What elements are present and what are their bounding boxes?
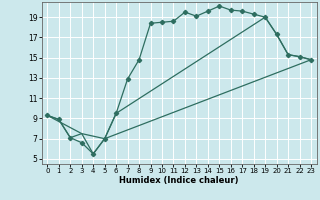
X-axis label: Humidex (Indice chaleur): Humidex (Indice chaleur) xyxy=(119,176,239,185)
